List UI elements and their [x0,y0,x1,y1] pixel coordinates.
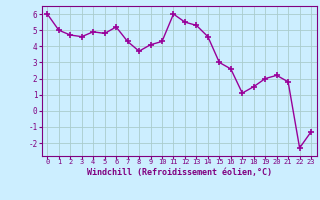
X-axis label: Windchill (Refroidissement éolien,°C): Windchill (Refroidissement éolien,°C) [87,168,272,177]
